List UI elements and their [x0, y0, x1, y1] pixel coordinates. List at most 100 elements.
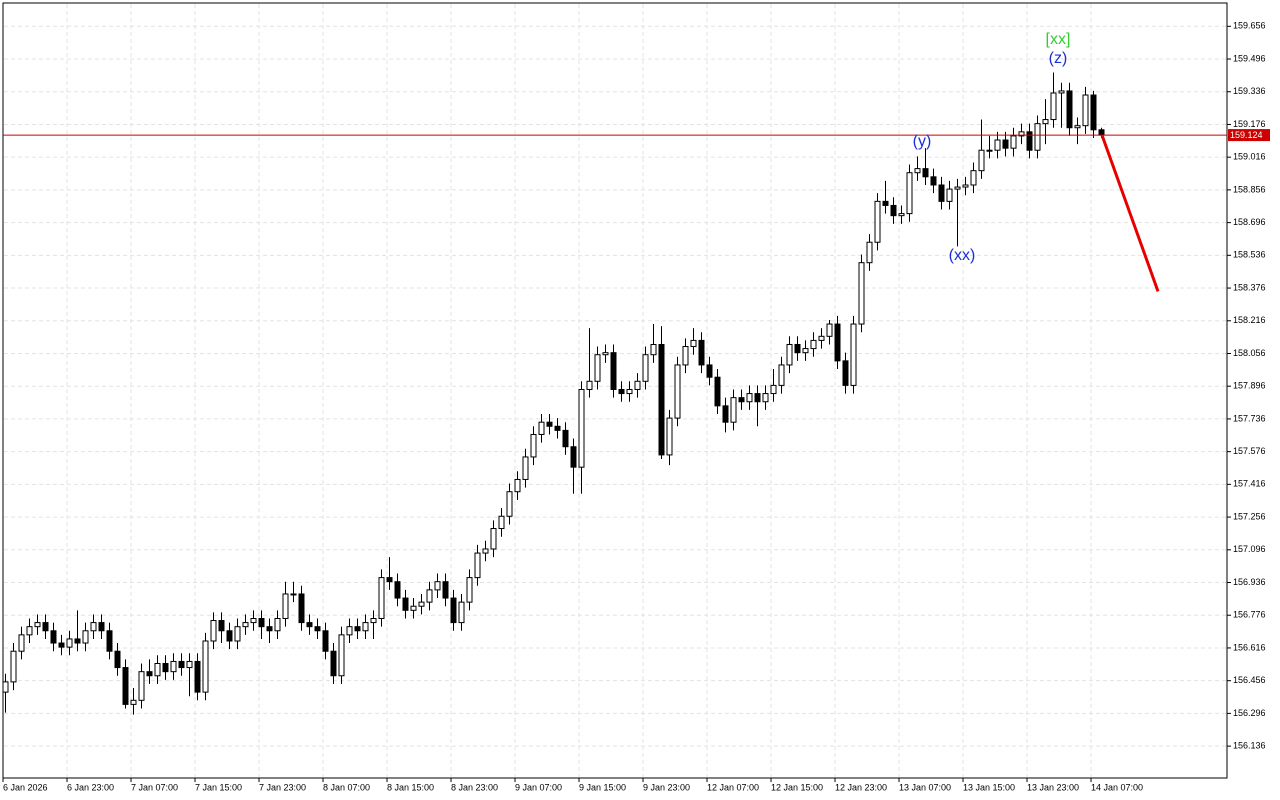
y-tick-label: 158.696	[1233, 217, 1266, 227]
candle-body	[74, 638, 81, 644]
candle-body	[434, 581, 441, 591]
candle-body	[554, 425, 561, 431]
candle-body	[842, 360, 849, 386]
candle-body	[106, 630, 113, 652]
candle-body	[1066, 90, 1073, 129]
y-tick-label: 157.896	[1233, 381, 1266, 391]
candle-body	[266, 626, 273, 632]
candle-body	[402, 597, 409, 611]
candle-body	[466, 577, 473, 603]
candle-body	[162, 662, 169, 673]
candle-body	[914, 168, 921, 174]
candle-body	[482, 548, 489, 554]
y-tick-label: 156.296	[1233, 708, 1266, 718]
x-tick-label: 8 Jan 07:00	[323, 782, 370, 792]
candle-body	[346, 626, 353, 636]
candle-body	[834, 323, 841, 362]
candle-body	[642, 354, 649, 382]
candle-body	[290, 593, 297, 596]
candle-body	[994, 139, 1001, 151]
candle-body	[122, 667, 129, 705]
candle-body	[698, 339, 705, 366]
candle-body	[882, 200, 889, 206]
candle-body	[1050, 92, 1057, 121]
candle-body	[458, 601, 465, 624]
candle-body	[634, 380, 641, 390]
candle-body	[1082, 94, 1089, 127]
y-tick-label: 157.256	[1233, 511, 1266, 521]
candle-body	[978, 149, 985, 172]
x-tick-label: 7 Jan 07:00	[131, 782, 178, 792]
candle-body	[98, 622, 105, 632]
x-tick-label: 14 Jan 07:00	[1091, 782, 1143, 792]
candle-body	[178, 660, 185, 669]
candle-body	[730, 397, 737, 423]
candle-body	[194, 660, 201, 693]
candle-body	[138, 671, 145, 701]
candle-body	[42, 622, 49, 632]
candle-body	[242, 622, 249, 628]
candle-body	[386, 577, 393, 583]
price-label: 159.124	[1230, 130, 1263, 140]
x-tick-label: 13 Jan 15:00	[963, 782, 1015, 792]
candle-body	[378, 577, 385, 620]
candle-body	[770, 384, 777, 395]
candle-body	[258, 618, 265, 628]
x-tick-label: 9 Jan 23:00	[643, 782, 690, 792]
candle-body	[578, 388, 585, 468]
candle-body	[1010, 135, 1017, 149]
candle-body	[90, 622, 97, 632]
candle-body	[58, 642, 65, 648]
candle-body	[1098, 129, 1105, 136]
candle-body	[650, 343, 657, 356]
candle-body	[514, 478, 521, 493]
candle-body	[786, 343, 793, 366]
candle-body	[1090, 94, 1097, 131]
candle-body	[410, 605, 417, 611]
x-tick-label: 8 Jan 23:00	[451, 782, 498, 792]
y-tick-label: 157.416	[1233, 479, 1266, 489]
y-tick-label: 158.856	[1233, 184, 1266, 194]
candle-body	[250, 618, 257, 624]
candle-body	[226, 630, 233, 642]
candle-body	[418, 601, 425, 607]
x-tick-label: 6 Jan 2026	[3, 782, 48, 792]
candle-body	[546, 421, 553, 427]
x-tick-label: 12 Jan 07:00	[707, 782, 759, 792]
candle-body	[586, 380, 593, 390]
candle-body	[170, 660, 177, 673]
candle-body	[538, 421, 545, 435]
candle-body	[746, 393, 753, 403]
y-tick-label: 158.536	[1233, 250, 1266, 260]
candle-body	[10, 650, 17, 683]
y-tick-label: 158.056	[1233, 348, 1266, 358]
candle-body	[962, 184, 969, 188]
candle-body	[602, 352, 609, 356]
candle-body	[330, 650, 337, 677]
x-tick-label: 7 Jan 15:00	[195, 782, 242, 792]
candle-body	[690, 339, 697, 348]
candle-body	[1042, 119, 1049, 125]
candle-body	[1034, 123, 1041, 151]
candle-body	[354, 626, 361, 632]
wave-label: [xx]	[1046, 31, 1071, 48]
x-tick-label: 6 Jan 23:00	[67, 782, 114, 792]
candle-body	[810, 339, 817, 350]
candle-body	[658, 343, 665, 456]
candle-body	[442, 581, 449, 599]
candle-body	[922, 168, 929, 178]
candle-body	[282, 593, 289, 620]
candle-body	[970, 170, 977, 186]
candle-body	[362, 622, 369, 632]
candle-body	[1002, 139, 1009, 149]
candle-body	[794, 343, 801, 354]
candle-body	[954, 186, 961, 190]
candle-body	[370, 618, 377, 624]
candle-body	[154, 662, 161, 677]
candle-body	[898, 213, 905, 217]
y-tick-label: 159.496	[1233, 53, 1266, 63]
y-tick-label: 156.456	[1233, 675, 1266, 685]
y-tick-label: 159.336	[1233, 86, 1266, 96]
candle-body	[522, 456, 529, 480]
